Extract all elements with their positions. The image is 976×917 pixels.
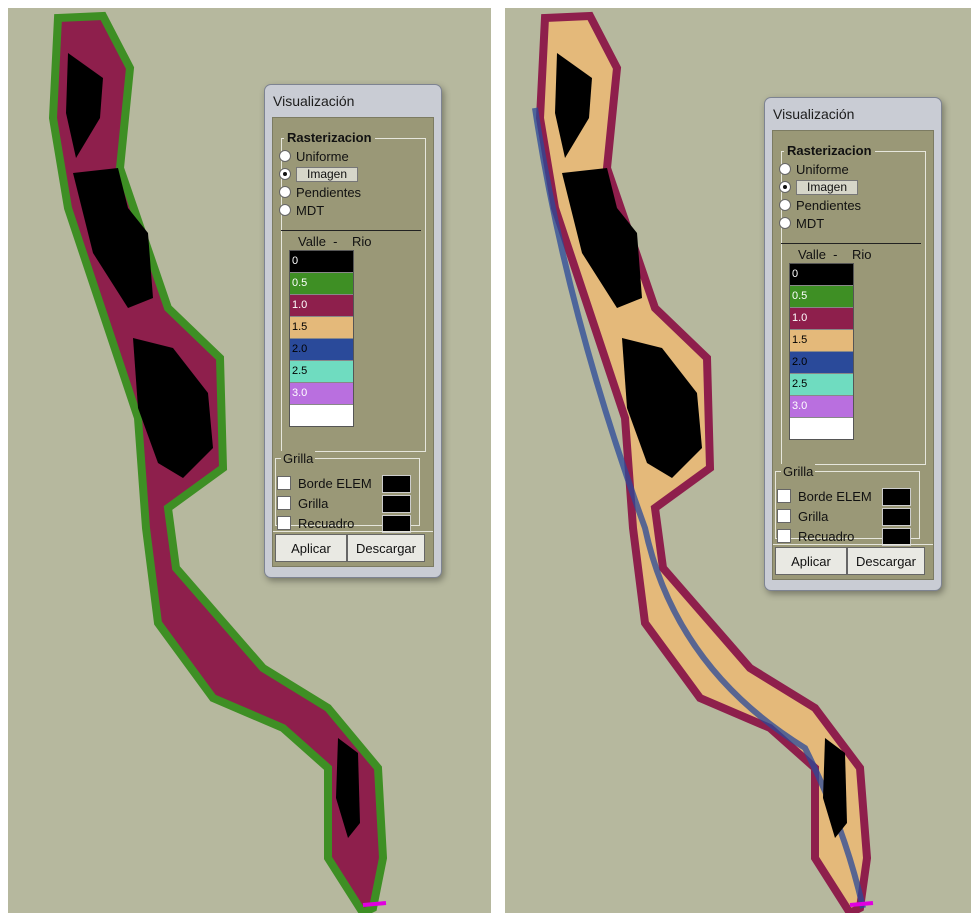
- island: [133, 338, 213, 478]
- divider: [273, 531, 433, 532]
- divider: [773, 544, 933, 545]
- checkbox-icon[interactable]: [277, 516, 291, 530]
- island: [823, 738, 847, 838]
- rasterization-caption: Rasterizacion: [284, 130, 375, 145]
- legend-swatch: 2.0: [290, 339, 353, 361]
- radio-icon[interactable]: [279, 204, 291, 216]
- grid-group: [775, 471, 920, 539]
- river-raster-left: [48, 11, 388, 913]
- legend-swatch: [290, 405, 353, 426]
- legend-header: Valle - Rio: [798, 247, 872, 262]
- river-raster-right: [532, 11, 874, 913]
- island: [562, 168, 642, 308]
- radio-uniforme[interactable]: Uniforme: [779, 161, 849, 177]
- grid-caption: Grilla: [281, 451, 316, 466]
- grid-group: [275, 458, 420, 526]
- island: [336, 738, 360, 838]
- radio-icon[interactable]: [279, 186, 291, 198]
- radio-icon[interactable]: [779, 163, 791, 175]
- dialog-title: Visualización: [273, 93, 355, 109]
- checkbox-icon[interactable]: [277, 476, 291, 490]
- legend-swatch: 1.0: [290, 295, 353, 317]
- legend-swatch: 1.5: [290, 317, 353, 339]
- radio-mdt[interactable]: MDT: [779, 215, 824, 231]
- unload-button[interactable]: Descargar: [347, 534, 425, 562]
- legend-swatch: 0: [790, 264, 853, 286]
- legend-swatch: 3.0: [290, 383, 353, 405]
- color-picker-borde[interactable]: [382, 475, 411, 493]
- check-borde-elem[interactable]: Borde ELEM: [777, 487, 872, 505]
- map-view-right[interactable]: Visualización Rasterizacion Uniforme Ima…: [505, 8, 971, 913]
- unload-button[interactable]: Descargar: [847, 547, 925, 575]
- visualization-dialog[interactable]: Visualización Rasterizacion Uniforme Ima…: [764, 97, 942, 591]
- legend-swatches: 0 0.5 1.0 1.5 2.0 2.5 3.0: [289, 250, 354, 427]
- check-grilla[interactable]: Grilla: [777, 507, 828, 525]
- radio-icon[interactable]: [779, 199, 791, 211]
- island: [66, 53, 103, 158]
- divider: [781, 243, 921, 244]
- legend-swatch: 2.5: [290, 361, 353, 383]
- legend-swatch: 0.5: [290, 273, 353, 295]
- island: [73, 168, 153, 308]
- dialog-body: Rasterizacion Uniforme Imagen Pendientes…: [272, 117, 434, 567]
- dialog-title: Visualización: [773, 106, 855, 122]
- checkbox-icon[interactable]: [277, 496, 291, 510]
- radio-pendientes[interactable]: Pendientes: [779, 197, 861, 213]
- radio-icon[interactable]: [279, 150, 291, 162]
- color-picker-grilla[interactable]: [882, 508, 911, 526]
- color-picker-grilla[interactable]: [382, 495, 411, 513]
- radio-icon[interactable]: [279, 168, 291, 180]
- radio-imagen[interactable]: Imagen: [779, 179, 859, 195]
- checkbox-icon[interactable]: [777, 529, 791, 543]
- legend-header: Valle - Rio: [298, 234, 372, 249]
- outlet-marker: [849, 901, 874, 907]
- color-picker-recuadro[interactable]: [882, 528, 911, 546]
- check-recuadro[interactable]: Recuadro: [777, 527, 854, 545]
- radio-pendientes[interactable]: Pendientes: [279, 184, 361, 200]
- legend-swatch: 1.0: [790, 308, 853, 330]
- legend-swatch: 2.5: [790, 374, 853, 396]
- island: [555, 53, 592, 158]
- apply-button[interactable]: Aplicar: [275, 534, 347, 562]
- color-picker-recuadro[interactable]: [382, 515, 411, 533]
- outlet-marker: [362, 901, 387, 907]
- dialog-body: Rasterizacion Uniforme Imagen Pendientes…: [772, 130, 934, 580]
- check-recuadro[interactable]: Recuadro: [277, 514, 354, 532]
- radio-mdt[interactable]: MDT: [279, 202, 324, 218]
- checkbox-icon[interactable]: [777, 509, 791, 523]
- grid-caption: Grilla: [781, 464, 816, 479]
- check-borde-elem[interactable]: Borde ELEM: [277, 474, 372, 492]
- divider: [281, 230, 421, 231]
- legend-swatch: [790, 418, 853, 439]
- radio-icon[interactable]: [779, 181, 791, 193]
- radio-imagen[interactable]: Imagen: [279, 166, 359, 182]
- legend-swatch: 3.0: [790, 396, 853, 418]
- legend-swatches: 0 0.5 1.0 1.5 2.0 2.5 3.0: [789, 263, 854, 440]
- island: [622, 338, 702, 478]
- radio-icon[interactable]: [779, 217, 791, 229]
- checkbox-icon[interactable]: [777, 489, 791, 503]
- apply-button[interactable]: Aplicar: [775, 547, 847, 575]
- visualization-dialog[interactable]: Visualización Rasterizacion Uniforme Ima…: [264, 84, 442, 578]
- legend-swatch: 0.5: [790, 286, 853, 308]
- map-view-left[interactable]: Visualización Rasterizacion Uniforme Ima…: [8, 8, 491, 913]
- legend-swatch: 1.5: [790, 330, 853, 352]
- check-grilla[interactable]: Grilla: [277, 494, 328, 512]
- radio-uniforme[interactable]: Uniforme: [279, 148, 349, 164]
- rasterization-caption: Rasterizacion: [784, 143, 875, 158]
- color-picker-borde[interactable]: [882, 488, 911, 506]
- legend-swatch: 2.0: [790, 352, 853, 374]
- legend-swatch: 0: [290, 251, 353, 273]
